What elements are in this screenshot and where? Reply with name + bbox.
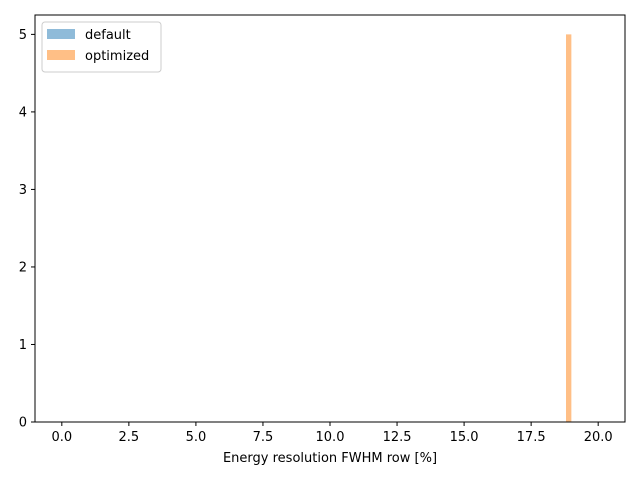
bar-optimized-0 (566, 34, 571, 422)
legend-label-optimized: optimized (85, 49, 149, 64)
y-tick-label: 3 (19, 183, 27, 198)
y-tick-label: 4 (19, 105, 27, 120)
y-tick-label: 5 (19, 28, 27, 43)
x-tick-label: 5.0 (186, 430, 207, 445)
x-tick-label: 0.0 (51, 430, 72, 445)
x-tick-label: 20.0 (584, 430, 613, 445)
legend: default optimized (42, 22, 161, 72)
x-tick-label: 17.5 (517, 430, 546, 445)
x-tick-label: 12.5 (383, 430, 412, 445)
y-tick-label: 0 (19, 416, 27, 431)
x-tick-label: 10.0 (316, 430, 345, 445)
axes-background (35, 15, 625, 422)
legend-label-default: default (85, 28, 131, 43)
plot-area: 0.0 2.5 5.0 7.5 10.0 12.5 15.0 17.5 20.0 012345 … (19, 15, 625, 466)
x-tick-label: 15.0 (450, 430, 479, 445)
x-tick-label: 2.5 (119, 430, 140, 445)
x-axis-label: Energy resolution FWHM row [%] (223, 451, 437, 466)
legend-swatch-default (47, 29, 75, 39)
bars-group (566, 34, 571, 422)
y-tick-label: 1 (19, 338, 27, 353)
legend-swatch-optimized (47, 50, 75, 60)
x-tick-label: 7.5 (253, 430, 274, 445)
y-tick-label: 2 (19, 260, 27, 275)
